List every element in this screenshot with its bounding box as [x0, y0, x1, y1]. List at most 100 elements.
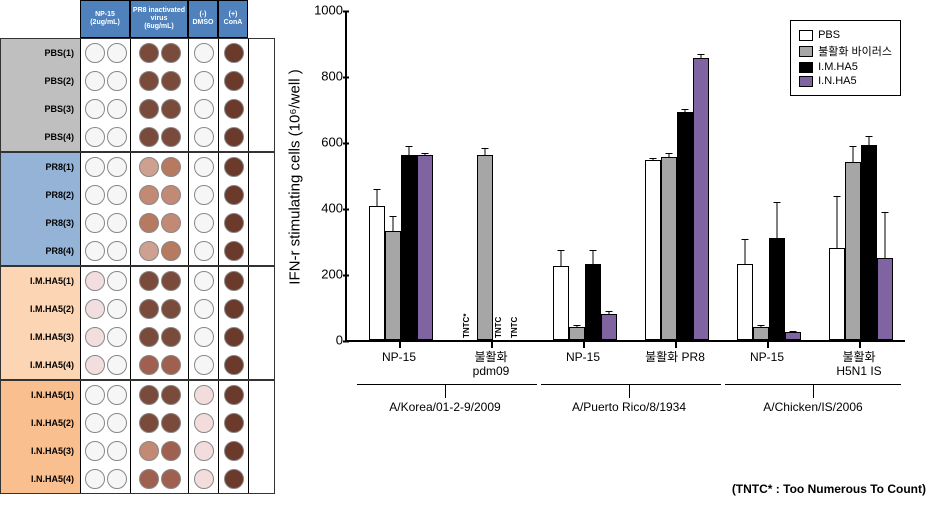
bar	[785, 332, 801, 340]
x-tick-major	[629, 384, 630, 398]
plate-well	[139, 299, 159, 319]
plate-well-strip	[131, 123, 189, 151]
error-bar	[609, 311, 610, 315]
plate-row: PBS(2)	[1, 67, 274, 95]
plate-well	[161, 241, 181, 261]
plate-well-strip	[219, 351, 249, 379]
error-bar	[425, 153, 426, 156]
plate-well	[161, 385, 181, 405]
plate-well	[224, 71, 244, 91]
plate-well-strip	[219, 153, 249, 181]
bar	[553, 266, 569, 340]
plate-well-strip	[219, 323, 249, 351]
plate-row: PBS(3)	[1, 95, 274, 123]
plate-well	[224, 327, 244, 347]
x-label-minor: 불활화pdm09	[451, 350, 531, 379]
bar	[753, 327, 769, 340]
plate-well-strip	[131, 437, 189, 465]
bar	[369, 206, 385, 340]
plate-row-label: I.N.HA5(3)	[1, 437, 81, 465]
plate-well-strip	[219, 237, 249, 265]
x-tick-minor	[859, 342, 861, 348]
plate-well	[194, 299, 214, 319]
bar-group	[829, 145, 893, 340]
plate-group: PR8(1)PR8(2)PR8(3)PR8(4)	[0, 152, 275, 266]
x-tick-minor	[675, 342, 677, 348]
plate-well	[139, 99, 159, 119]
plate-well	[224, 99, 244, 119]
plate-well	[139, 127, 159, 147]
bar	[737, 264, 753, 340]
plate-well-strip	[81, 409, 131, 437]
bar	[645, 160, 661, 340]
bar	[829, 248, 845, 340]
plate-header-cell: (-) DMSO	[188, 0, 218, 38]
plate-well	[161, 327, 181, 347]
plate-well-strip	[81, 123, 131, 151]
plate-well-strip	[189, 409, 219, 437]
error-bar	[653, 158, 654, 161]
bar	[601, 314, 617, 340]
plate-well-strip	[81, 237, 131, 265]
bar-group	[553, 264, 617, 340]
bar	[769, 238, 785, 340]
x-tick-major	[445, 384, 446, 398]
legend-item: I.N.HA5	[799, 75, 892, 87]
plate-well	[107, 157, 127, 177]
plate-well	[107, 327, 127, 347]
plate-well	[85, 71, 105, 91]
plate-well	[139, 43, 159, 63]
plate-well-strip	[131, 351, 189, 379]
plate-well-strip	[81, 95, 131, 123]
plate-well	[194, 385, 214, 405]
plate-well	[194, 99, 214, 119]
legend-label: 불활화 바이러스	[818, 43, 892, 59]
plate-well-strip	[219, 95, 249, 123]
plate-well	[107, 271, 127, 291]
plate-row-label: I.M.HA5(4)	[1, 351, 81, 379]
plate-well	[194, 157, 214, 177]
plate-well	[107, 469, 127, 489]
plate-well-strip	[81, 323, 131, 351]
plate-panel: NP-15 (2ug/mL)PR8 inactivated virus (6ug…	[0, 0, 275, 500]
error-bar	[761, 325, 762, 328]
plate-well	[161, 469, 181, 489]
legend-item: I.M.HA5	[799, 61, 892, 73]
x-label-minor: 불활화H5N1 IS	[819, 350, 899, 379]
plate-well	[224, 413, 244, 433]
bar	[385, 231, 401, 340]
plate-well-strip	[189, 237, 219, 265]
plate-well-strip	[131, 465, 189, 493]
plate-well	[194, 469, 214, 489]
plate-well	[107, 299, 127, 319]
plate-well	[107, 71, 127, 91]
plate-well	[107, 385, 127, 405]
plate-row: PR8(3)	[1, 209, 274, 237]
plate-well	[194, 355, 214, 375]
plate-row-label: I.N.HA5(2)	[1, 409, 81, 437]
plate-row: I.M.HA5(3)	[1, 323, 274, 351]
plate-well-strip	[219, 381, 249, 409]
plate-well-strip	[131, 267, 189, 295]
bar	[877, 258, 893, 341]
plate-well	[107, 413, 127, 433]
plate-well	[194, 127, 214, 147]
plate-header: NP-15 (2ug/mL)PR8 inactivated virus (6ug…	[0, 0, 275, 38]
error-bar	[377, 189, 378, 207]
plate-well	[224, 185, 244, 205]
plate-well	[161, 355, 181, 375]
plate-row-label: PBS(4)	[1, 123, 81, 151]
bar-group	[645, 58, 709, 340]
error-bar	[409, 146, 410, 156]
legend-swatch	[799, 62, 813, 73]
plate-well	[85, 99, 105, 119]
plate-well-strip	[189, 67, 219, 95]
bar	[693, 58, 709, 340]
bar-chart: IFN-r stimulating cells (10⁶/well ) 0200…	[345, 12, 905, 392]
x-tick-minor	[491, 342, 493, 348]
plate-row: PR8(2)	[1, 181, 274, 209]
plate-row: I.M.HA5(1)	[1, 267, 274, 295]
plate-well	[194, 43, 214, 63]
y-axis-label: IFN-r stimulating cells (10⁶/well )	[287, 69, 304, 284]
x-tick-major	[813, 384, 814, 398]
